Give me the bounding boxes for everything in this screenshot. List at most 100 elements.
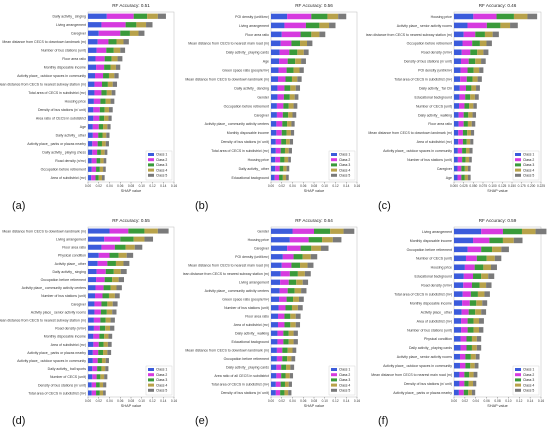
x-tick-label: 0.00: [85, 184, 91, 188]
y-tick-label: Number of CECS (unit): [50, 375, 86, 379]
bar-segment-class-1: [454, 389, 459, 396]
bar-segment-class-2: [92, 358, 98, 364]
x-tick-label: 0.00: [268, 184, 274, 188]
x-tick-label: 0.08: [494, 399, 500, 403]
x-tick-label: 0.12: [332, 184, 338, 188]
bar-segment-class-3: [98, 341, 104, 347]
bar-segment-class-1: [88, 124, 93, 130]
bar-segment-class-2: [96, 277, 105, 283]
y-tick-label: Occupation before retirement: [407, 42, 452, 46]
x-tick-label: 0.06: [484, 399, 490, 403]
bar-segment-class-1: [88, 158, 92, 164]
bar-segment-class-2: [96, 269, 106, 275]
bar-segment-class-5: [289, 138, 294, 145]
x-tick-label: 0.06: [300, 184, 306, 188]
bar-segment-class-1: [88, 56, 96, 62]
bar-segment-class-3: [314, 228, 331, 234]
bar-segment-class-4: [113, 269, 121, 275]
bar-segment-class-3: [462, 130, 468, 136]
y-tick-label: Age: [446, 176, 452, 180]
bar-segment-class-4: [319, 22, 330, 29]
bar-segment-class-3: [99, 115, 105, 121]
bar-segment-class-2: [93, 325, 100, 331]
bar-segment-class-5: [120, 47, 126, 53]
bar-segment-class-2: [94, 293, 103, 299]
bar-segment-class-1: [88, 285, 96, 291]
y-tick-label: Monthly disposable income: [44, 66, 86, 70]
y-tick-label: Activity place_ senior activity rooms: [397, 355, 452, 359]
bar-segment-class-2: [98, 252, 110, 258]
bar-segment-class-5: [329, 22, 336, 29]
bar-segment-class-3: [114, 244, 126, 250]
y-tick-label: Area of subdistrict (m²): [51, 176, 86, 180]
chart-title: RF Accuracy: 0.55: [112, 218, 150, 223]
bar-segment-class-2: [284, 22, 306, 29]
bar-segment-class-5: [307, 40, 313, 47]
bar-segment-class-1: [271, 296, 280, 302]
bar-segment-class-1: [271, 49, 280, 56]
y-tick-label: Area of subdistrict (m²): [51, 343, 86, 347]
y-tick-label: Number of bus stations (unit): [41, 49, 86, 53]
bar-segment-class-2: [461, 49, 471, 56]
y-tick-label: Age: [263, 60, 269, 64]
bar-segment-class-5: [289, 373, 294, 379]
bar-segment-class-5: [110, 98, 115, 104]
bar-segment-class-1: [454, 246, 468, 253]
chart-title: RF Accuracy: 0.46: [479, 3, 517, 8]
bar-segment-class-4: [99, 166, 104, 172]
bar-segment-class-5: [126, 252, 134, 258]
legend-label: Class 1: [156, 368, 167, 372]
x-tick-label: 0.000: [450, 184, 458, 188]
y-tick-label: Caregiver: [254, 113, 270, 117]
bar-segment-class-5: [288, 147, 292, 154]
bar-segment-class-4: [284, 390, 289, 396]
bar-segment-class-4: [284, 381, 289, 387]
bar-segment-class-2: [460, 345, 467, 351]
bar-segment-class-3: [465, 353, 471, 360]
bar-segment-class-5: [303, 49, 309, 56]
bar-segment-class-3: [281, 373, 286, 379]
bar-segment-class-4: [103, 124, 108, 130]
bar-segment-class-5: [319, 31, 326, 38]
bar-segment-class-2: [276, 347, 283, 353]
bar-segment-class-3: [287, 288, 295, 294]
bar-segment-class-4: [300, 262, 308, 268]
bar-segment-class-1: [88, 22, 102, 28]
bar-segment-class-4: [479, 40, 487, 47]
bar-segment-class-2: [101, 22, 126, 28]
bar-segment-class-4: [479, 282, 487, 288]
y-tick-label: Mean distance from CECS to downtown land…: [185, 349, 269, 353]
bar-segment-class-3: [291, 40, 301, 47]
x-tick-label: 0.150: [508, 184, 516, 188]
bar-segment-class-5: [310, 254, 318, 260]
bar-segment-class-4: [110, 285, 117, 291]
bar-segment-class-4: [129, 30, 139, 36]
bar-segment-class-1: [88, 81, 95, 87]
bar-segment-class-5: [474, 94, 479, 100]
bar-segment-class-4: [99, 390, 104, 396]
bar-segment-class-2: [459, 103, 465, 109]
bar-segment-class-4: [471, 85, 477, 91]
bar-segment-class-3: [286, 296, 294, 302]
bar-segment-class-4: [290, 85, 296, 91]
bar-segment-class-2: [460, 336, 467, 342]
bar-segment-class-5: [472, 112, 477, 118]
y-tick-label: Occupation before retirement: [41, 278, 86, 282]
y-tick-label: Occupation before retirement: [407, 248, 452, 252]
bar-segment-class-4: [98, 175, 102, 181]
bar-segment-class-4: [284, 147, 289, 154]
x-tick-label: 0.16: [538, 399, 544, 403]
bar-segment-class-1: [454, 13, 474, 20]
y-tick-label: Green space ratio (people/m²): [222, 69, 269, 73]
bar-segment-class-2: [467, 246, 482, 253]
y-tick-label: Daily activity_ singing: [53, 15, 87, 19]
bar-segment-class-1: [271, 22, 285, 29]
x-tick-label: 0.14: [160, 184, 166, 188]
bar-segment-class-3: [103, 285, 111, 291]
bar-segment-class-3: [502, 228, 522, 235]
bar-segment-class-5: [157, 13, 166, 19]
bar-segment-class-4: [290, 313, 296, 319]
y-tick-label: Number of CECS (unit): [416, 104, 452, 108]
bar-segment-class-3: [95, 175, 99, 181]
bar-segment-class-5: [107, 124, 111, 130]
